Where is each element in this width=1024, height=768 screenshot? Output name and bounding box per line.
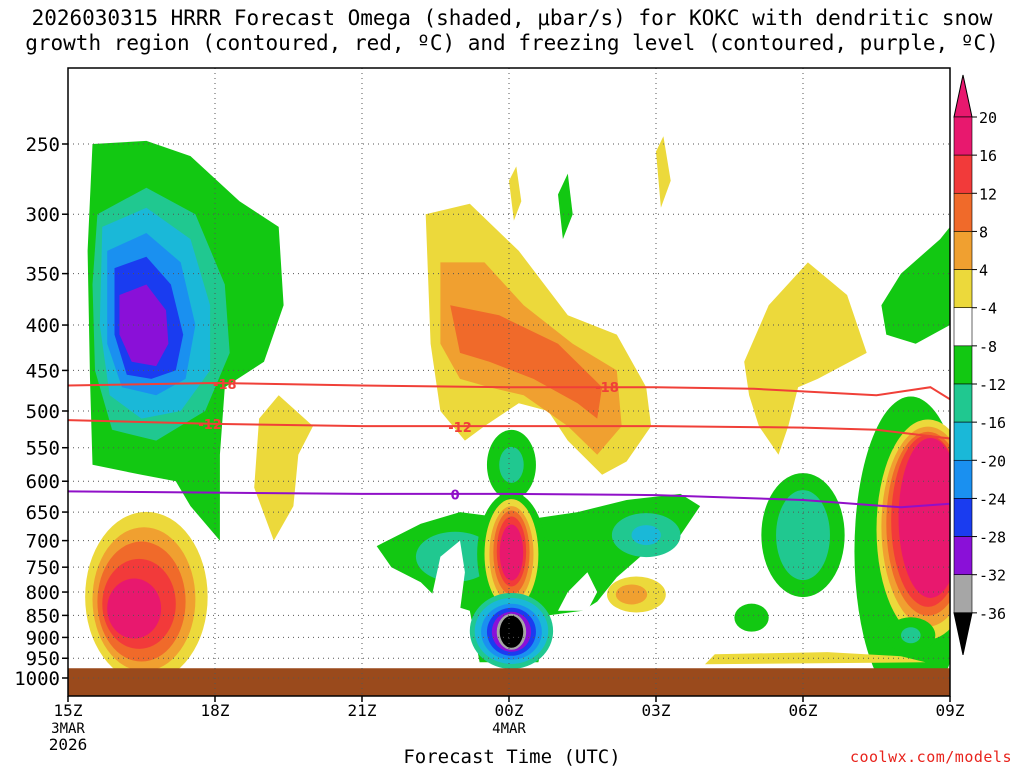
credit-link[interactable]: coolwx.com/models	[849, 748, 1012, 766]
ytick-label-250: 250	[26, 134, 60, 156]
xtick-sublabel-15Z: 3MAR	[51, 721, 85, 737]
omega-descent-surface-strip	[705, 652, 926, 665]
xtick-label-21Z: 21Z	[348, 701, 377, 720]
omega-ascent-lowlevel-16	[631, 525, 661, 546]
title-line-2: growth region (contoured, red, ºC) and f…	[25, 31, 999, 55]
omega-descent-patch-18z	[254, 395, 313, 541]
colorbar-seg-9	[953, 459, 973, 499]
colorbar-label-0: 20	[979, 109, 997, 127]
ytick-label-500: 500	[26, 401, 60, 423]
ytick-label-300: 300	[26, 204, 60, 226]
xtick-label-09Z: 09Z	[936, 701, 965, 720]
xtick-label-03Z: 03Z	[642, 701, 671, 720]
contour-freezing-level	[68, 490, 950, 509]
omega-descent-west-20	[107, 578, 162, 639]
colorbar-label-3: 8	[979, 223, 988, 241]
contour-label-minus12-a: -12	[198, 418, 222, 433]
colorbar-label-4: 4	[979, 262, 988, 280]
xtick-label-00Z: 00Z	[495, 701, 524, 720]
ytick-label-650: 650	[26, 502, 60, 524]
contour-label-zero: 0	[451, 488, 460, 503]
colorbar-seg-12	[953, 574, 973, 614]
colorbar-label-12: -32	[979, 567, 1006, 585]
omega-east-low-12	[901, 627, 921, 644]
ytick-label-600: 600	[26, 471, 60, 493]
colorbar-seg-11	[953, 536, 973, 576]
omega-finger-2	[656, 136, 671, 208]
colorbar-seg-2	[953, 192, 973, 232]
ytick-label-1000: 1000	[14, 668, 60, 690]
contour-dgz-minus18	[68, 381, 950, 401]
colorbar-bottom-triangle	[953, 612, 973, 655]
colorbar-label-10: -24	[979, 490, 1006, 508]
omega-shading	[68, 136, 950, 696]
colorbar-label-9: -20	[979, 452, 1006, 470]
omega-east-20	[898, 437, 950, 598]
ytick-label-950: 950	[26, 648, 60, 670]
ytick-label-450: 450	[26, 360, 60, 382]
omega-asc-0z-36	[499, 615, 524, 648]
ytick-label-850: 850	[26, 605, 60, 627]
omega-asc-06z-12	[776, 490, 830, 581]
omega-asc-05z-8	[734, 603, 769, 632]
xtick-sublabel-00Z: 4MAR	[492, 721, 526, 737]
contour-label-minus12-b: -12	[448, 421, 472, 436]
contour-label-minus18-b: -18	[595, 381, 619, 396]
contour-dgz-minus12	[68, 419, 950, 440]
axes: 2503003504004505005506006507007508008509…	[14, 67, 965, 754]
colorbar-label-5: -4	[979, 300, 997, 318]
xtick-label-06Z: 06Z	[789, 701, 818, 720]
omega-desc-0z-20	[499, 524, 524, 581]
colorbar: 20 16 12 8 4 -4 -8 -12 -16 -20 -24 -28 -32 -36	[953, 74, 1006, 655]
colorbar-label-1: 16	[979, 147, 997, 165]
grid-lines	[67, 68, 951, 696]
chart-title: 2026030315 HRRR Forecast Omega (shaded, …	[0, 6, 1024, 56]
omega-desc-02z-8	[615, 584, 648, 605]
omega-east-upper-green	[881, 226, 950, 344]
ytick-label-800: 800	[26, 582, 60, 604]
colorbar-seg-10	[953, 498, 973, 537]
omega-descent-late-4	[744, 262, 867, 455]
colorbar-label-13: -36	[979, 605, 1006, 623]
colorbar-seg-8	[953, 421, 973, 461]
omega-finger-1	[509, 166, 522, 221]
ground	[68, 668, 950, 696]
contour-label-minus18-a: -18	[213, 378, 237, 393]
ytick-label-900: 900	[26, 627, 60, 649]
colorbar-label-7: -12	[979, 376, 1006, 394]
colorbar-label-2: 12	[979, 185, 997, 203]
colorbar-seg-3	[953, 231, 973, 270]
ytick-label-700: 700	[26, 531, 60, 553]
colorbar-top-triangle	[953, 74, 973, 118]
colorbar-label-8: -16	[979, 414, 1006, 432]
omega-ascent-0z-mid-12	[499, 446, 524, 483]
xtick-label-18Z: 18Z	[201, 701, 230, 720]
x-axis-label: Forecast Time (UTC)	[403, 746, 621, 768]
ytick-label-750: 750	[26, 557, 60, 579]
title-line-1: 2026030315 HRRR Forecast Omega (shaded, …	[31, 6, 993, 30]
colorbar-seg-6	[953, 345, 973, 385]
ytick-label-350: 350	[26, 264, 60, 286]
omega-finger-green	[558, 173, 573, 240]
colorbar-seg-1	[953, 154, 973, 194]
ytick-label-400: 400	[26, 315, 60, 337]
omega-descent-mid-12	[450, 305, 603, 419]
colorbar-label-6: -8	[979, 338, 997, 356]
colorbar-seg-0	[953, 116, 973, 156]
colorbar-seg-7	[953, 383, 973, 423]
colorbar-label-11: -28	[979, 529, 1006, 547]
colorbar-seg-5	[953, 307, 973, 347]
xtick-year-15Z: 2026	[49, 735, 88, 754]
colorbar-seg-4	[953, 269, 973, 309]
ytick-label-550: 550	[26, 438, 60, 460]
xtick-label-15Z: 15Z	[54, 701, 83, 720]
temperature-contours: -18 -18 -12 -12 0	[68, 378, 950, 509]
